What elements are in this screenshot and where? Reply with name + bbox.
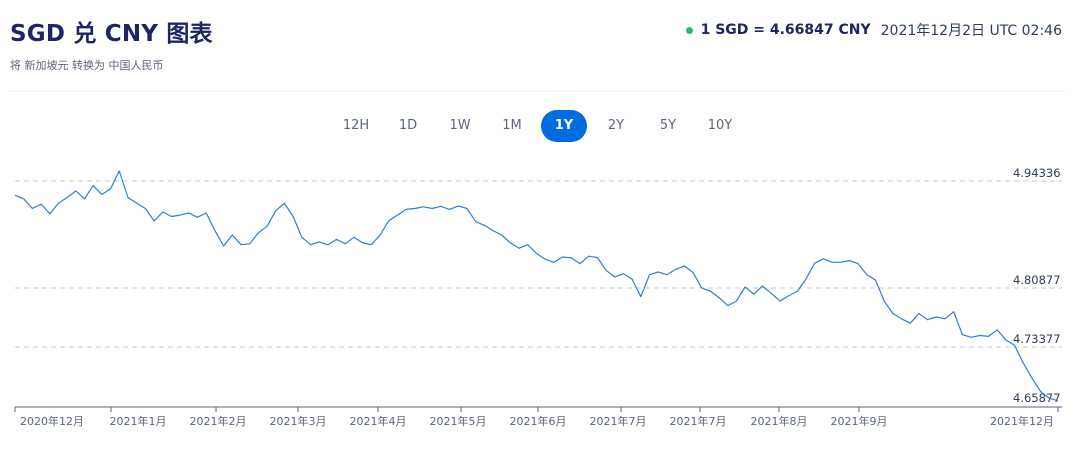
range-button-5y[interactable]: 5Y: [659, 118, 677, 133]
rate-value: 1 SGD = 4.66847 CNY: [700, 22, 871, 38]
range-button-2y[interactable]: 2Y: [607, 118, 625, 133]
x-tick-label: 2021年4月: [350, 414, 407, 428]
range-button-10y[interactable]: 10Y: [707, 118, 733, 133]
y-tick-label: 4.65877: [1013, 391, 1061, 405]
page-title: SGD 兑 CNY 图表: [10, 21, 213, 47]
current-rate: 1 SGD = 4.66847 CNY 2021年12月2日 UTC 02:46: [685, 20, 1062, 40]
x-tick-label: 2021年1月: [110, 414, 167, 428]
y-tick-label: 4.73377: [1013, 332, 1061, 346]
range-button-12h[interactable]: 12H: [342, 118, 370, 133]
live-status-dot-icon: [685, 26, 693, 34]
time-range-selector: 12H 1D 1W 1M 1Y 2Y 5Y 10Y: [0, 110, 1076, 142]
range-button-1d[interactable]: 1D: [398, 118, 418, 133]
range-button-1y[interactable]: 1Y: [541, 110, 587, 142]
x-tick-label: 2021年6月: [510, 414, 567, 428]
y-tick-label: 4.94336: [1013, 166, 1061, 180]
range-button-1w[interactable]: 1W: [449, 118, 471, 133]
x-tick-label: 2021年2月: [190, 414, 247, 428]
header-divider: [10, 91, 1066, 92]
x-tick-label: 2020年12月: [20, 414, 84, 428]
x-tick-label: 2021年7月: [670, 414, 727, 428]
y-tick-label: 4.80877: [1013, 273, 1061, 287]
x-tick-label: 2021年9月: [831, 414, 888, 428]
range-button-1m[interactable]: 1M: [502, 118, 522, 133]
x-tick-label: 2021年8月: [751, 414, 808, 428]
rate-timestamp: 2021年12月2日 UTC 02:46: [880, 23, 1062, 39]
rate-series-line: [14, 170, 1059, 402]
page-subtitle: 将 新加坡元 转换为 中国人民币: [10, 59, 164, 72]
x-tick-label: 2021年3月: [270, 414, 327, 428]
x-tick-label: 2021年5月: [430, 414, 487, 428]
x-tick-label: 2021年12月: [990, 414, 1054, 428]
x-tick-label: 2021年7月: [590, 414, 647, 428]
